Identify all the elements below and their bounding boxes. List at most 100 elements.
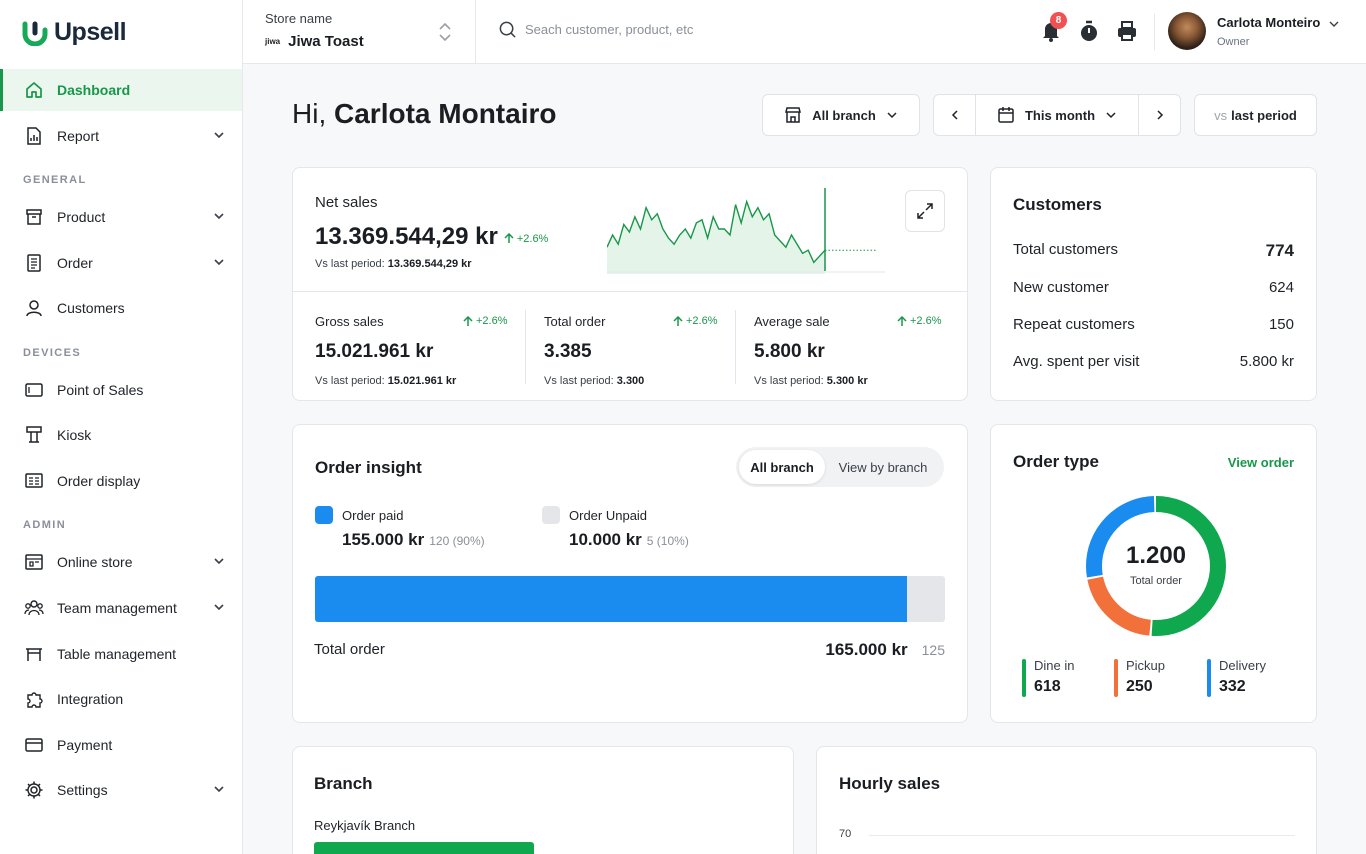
- total-order-label: Total order: [314, 641, 385, 658]
- compare-label: last period: [1231, 107, 1297, 123]
- delta-value: +2.6%: [686, 315, 718, 327]
- arrow-up-icon: [897, 315, 907, 326]
- arrow-up-icon: [673, 315, 683, 326]
- notifications-button[interactable]: 8: [1040, 12, 1067, 43]
- sidebar-item-report[interactable]: Report: [0, 115, 242, 157]
- sidebar-item-label: Online store: [57, 554, 133, 570]
- chevron-down-icon: [214, 558, 224, 565]
- printer-icon: [1118, 21, 1136, 41]
- chevron-down-icon: [887, 112, 897, 119]
- sidebar-item-order[interactable]: Order: [0, 242, 242, 284]
- donut-slice-delivery[interactable]: [1086, 496, 1226, 636]
- timer-button[interactable]: [1078, 19, 1100, 43]
- table-icon: [23, 643, 45, 665]
- upsell-logo-icon: [22, 21, 48, 46]
- legend-dine-in: Dine in 618: [1022, 658, 1074, 697]
- calendar-icon: [998, 107, 1014, 123]
- tab-all-branch[interactable]: All branch: [739, 450, 825, 484]
- sidebar-item-payment[interactable]: Payment: [0, 724, 242, 766]
- order-paid-bar-fill: [315, 576, 908, 622]
- sidebar-item-customers[interactable]: Customers: [0, 287, 242, 329]
- chevron-down-icon: [214, 132, 224, 139]
- metric-vs: Vs last period: 15.021.961 kr: [315, 375, 456, 387]
- chevron-down-icon: [214, 786, 224, 793]
- branch-card: Branch Reykjavík Branch: [292, 746, 794, 854]
- donut-slice-dine-in[interactable]: [1086, 496, 1226, 636]
- search-input[interactable]: Seach customer, product, etc: [498, 20, 693, 39]
- topbar-divider: [1154, 14, 1155, 50]
- customer-row-repeat: Repeat customers 150: [1013, 316, 1294, 333]
- metric-value: 5.800 kr: [754, 341, 825, 362]
- user-name: Carlota Monteiro: [1217, 14, 1321, 30]
- user-icon: [23, 297, 45, 319]
- next-period-button[interactable]: [1139, 95, 1180, 135]
- greeting-name: Carlota Montairo: [334, 98, 557, 129]
- branch-view-toggle: All branch View by branch: [736, 447, 944, 487]
- row-label: Total customers: [1013, 241, 1119, 258]
- donut-total: 1.200: [1125, 542, 1187, 569]
- stopwatch-icon: [1081, 20, 1097, 41]
- arrow-up-icon: [463, 315, 473, 326]
- sidebar-item-point-of-sales[interactable]: Point of Sales: [0, 369, 242, 411]
- hourly-sales-title: Hourly sales: [839, 774, 941, 793]
- metric-label: Total order: [544, 314, 606, 329]
- branch-bar: [314, 842, 534, 854]
- metric-total-order: Total order 3.385 Vs last period: 3.300: [544, 314, 644, 387]
- order-display-icon: [23, 470, 45, 492]
- branch-filter-dropdown[interactable]: All branch: [762, 94, 920, 136]
- view-order-link[interactable]: View order: [1227, 455, 1294, 470]
- chevron-right-icon: [1156, 110, 1163, 120]
- sidebar-item-label: Report: [57, 128, 100, 144]
- sidebar-section-admin: ADMIN: [23, 519, 67, 531]
- user-menu[interactable]: Carlota Monteiro Owner: [1168, 12, 1340, 50]
- legend-bar: [1114, 659, 1118, 697]
- expand-button[interactable]: [905, 190, 945, 232]
- store-selector[interactable]: Store name jiwa Jiwa Toast: [243, 0, 476, 63]
- sidebar-item-settings[interactable]: Settings: [0, 769, 242, 811]
- sidebar-item-team-management[interactable]: Team management: [0, 587, 242, 629]
- chevron-down-icon: [1106, 112, 1116, 119]
- grid-line: [869, 835, 1295, 836]
- metric-value: 15.021.961 kr: [315, 341, 434, 362]
- previous-period-button[interactable]: [934, 95, 976, 135]
- legend-value: 250: [1126, 678, 1153, 695]
- sidebar-item-label: Table management: [57, 646, 177, 662]
- sidebar-item-label: Team management: [57, 600, 177, 616]
- net-sales-card: Net sales 13.369.544,29 kr +2.6% Vs last…: [292, 167, 968, 401]
- sidebar-item-dashboard[interactable]: Dashboard: [0, 69, 242, 111]
- sidebar-section-devices: DEVICES: [23, 347, 82, 359]
- sidebar-item-integration[interactable]: Integration: [0, 678, 242, 720]
- compare-period-button[interactable]: vs last period: [1194, 94, 1317, 136]
- sidebar-item-order-display[interactable]: Order display: [0, 460, 242, 502]
- sidebar-item-label: Product: [57, 209, 106, 225]
- print-button[interactable]: [1116, 19, 1138, 43]
- store-name-row: jiwa Jiwa Toast: [265, 33, 475, 50]
- sidebar-item-online-store[interactable]: Online store: [0, 541, 242, 583]
- delta-value: +2.6%: [910, 315, 942, 327]
- y-axis-tick: 70: [839, 828, 852, 840]
- vs-label: Vs last period:: [754, 375, 824, 387]
- metric-gross-sales: Gross sales 15.021.961 kr Vs last period…: [315, 314, 456, 387]
- sort-icon: [439, 22, 451, 42]
- vs-label: Vs last period:: [315, 375, 385, 387]
- sidebar-item-label: Dashboard: [57, 82, 131, 98]
- tab-view-by-branch[interactable]: View by branch: [838, 459, 928, 475]
- expand-icon: [917, 203, 933, 219]
- pos-icon: [23, 379, 45, 401]
- period-dropdown[interactable]: This month: [976, 95, 1139, 135]
- sidebar-item-table-management[interactable]: Table management: [0, 633, 242, 675]
- row-label: Avg. spent per visit: [1013, 353, 1140, 370]
- hourly-sales-card: Hourly sales 70: [816, 746, 1317, 854]
- paid-detail: 120 (90%): [429, 534, 485, 548]
- order-icon: [23, 252, 45, 274]
- row-value: 774: [1265, 241, 1294, 260]
- order-insight-card: Order insight All branch View by branch …: [292, 424, 968, 723]
- net-sales-sparkline: [607, 188, 885, 274]
- sidebar-item-kiosk[interactable]: Kiosk: [0, 414, 242, 456]
- vs-value: 15.021.961 kr: [387, 375, 457, 387]
- upsell-logo[interactable]: Upsell: [22, 18, 127, 47]
- order-type-card: Order type View order 1.200 Total order …: [990, 424, 1317, 723]
- sidebar-item-product[interactable]: Product: [0, 196, 242, 238]
- metric-vs: Vs last period: 3.300: [544, 375, 644, 387]
- donut-center: 1.200 Total order: [1084, 542, 1228, 587]
